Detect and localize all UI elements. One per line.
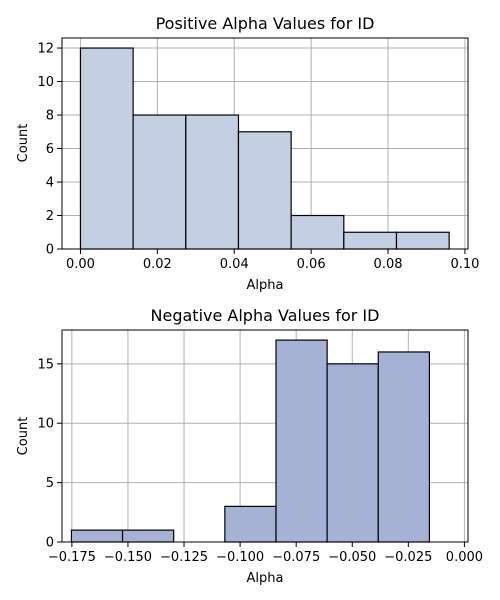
positive-axes: 0.00 0.02 0.04 0.06 0.08 0.10 0 2 4 6 8 10 12 (37, 37, 479, 272)
positive-bars (79, 47, 450, 250)
positive-y-tick-label: 4 (46, 176, 54, 191)
negative-x-tick-label: −0.175 (48, 550, 96, 565)
positive-y-tick-label: 12 (37, 42, 54, 57)
positive-y-tick-label: 0 (46, 243, 54, 258)
negative-alpha-title: Negative Alpha Values for ID (151, 306, 380, 325)
positive-histogram-bar-3 (185, 114, 240, 250)
negative-alpha-panel: Negative Alpha Values for ID −0.175 −0.15… (16, 306, 483, 586)
negative-histogram-bar-4 (224, 505, 277, 543)
negative-bars (70, 339, 431, 543)
positive-x-tick-label: 0.02 (143, 257, 172, 272)
negative-x-tick-label: −0.075 (272, 550, 320, 565)
negative-y-tick-label: 5 (46, 476, 54, 491)
positive-histogram-bar-2 (132, 114, 187, 250)
negative-y-tick-label: 0 (46, 536, 54, 551)
positive-histogram-bar-6 (343, 231, 398, 250)
negative-x-tick-label: 0.000 (446, 550, 483, 565)
negative-axes: −0.175 −0.150 −0.125 −0.100 −0.075 −0.050 −0.0… (37, 329, 483, 565)
positive-x-axis-label: Alpha (247, 278, 284, 293)
positive-x-tick-label: 0.06 (297, 257, 326, 272)
positive-y-tick-label: 10 (37, 75, 54, 90)
negative-x-tick-label: −0.150 (104, 550, 152, 565)
positive-x-tick-label: 0.00 (66, 257, 95, 272)
negative-x-tick-label: −0.025 (384, 550, 432, 565)
negative-y-tick-label: 15 (37, 357, 54, 372)
positive-histogram-bar-5 (290, 214, 345, 250)
negative-x-tick-label: −0.100 (216, 550, 264, 565)
positive-histogram-bar-1 (79, 47, 134, 250)
negative-y-tick-label: 10 (37, 417, 54, 432)
positive-histogram-bar-7 (395, 231, 450, 250)
positive-x-tick-label: 0.04 (220, 257, 249, 272)
negative-y-axis-label: Count (16, 417, 31, 456)
positive-y-tick-label: 6 (46, 142, 54, 157)
positive-y-tick-label: 2 (46, 209, 54, 224)
negative-histogram-bar-5 (275, 339, 328, 543)
negative-histogram-bar-1 (70, 529, 124, 543)
negative-axes-frame (61, 329, 469, 543)
negative-histogram-bar-2 (121, 529, 175, 543)
negative-histogram-bar-6 (326, 363, 379, 543)
negative-x-tick-label: −0.050 (328, 550, 376, 565)
positive-y-tick-label: 8 (46, 109, 54, 124)
positive-alpha-title: Positive Alpha Values for ID (156, 14, 375, 33)
positive-histogram-bar-4 (237, 131, 292, 250)
positive-x-tick-label: 0.10 (450, 257, 479, 272)
positive-x-tick-label: 0.08 (374, 257, 403, 272)
positive-axes-frame (61, 37, 469, 250)
negative-histogram-bar-7 (377, 351, 431, 543)
positive-alpha-panel: Positive Alpha Values for ID 0.00 0.02 0.0… (16, 14, 479, 293)
negative-x-tick-label: −0.125 (160, 550, 208, 565)
positive-y-axis-label: Count (16, 124, 31, 163)
negative-x-axis-label: Alpha (247, 571, 284, 586)
